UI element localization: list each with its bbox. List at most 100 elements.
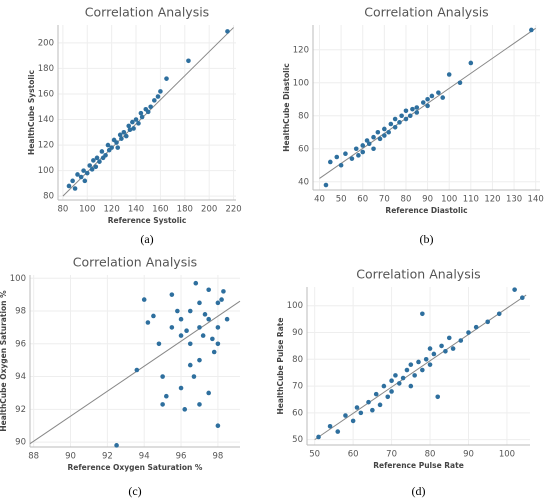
point [193, 280, 199, 286]
point [127, 127, 133, 133]
point [446, 335, 452, 341]
point [427, 346, 433, 351]
point [393, 373, 398, 378]
chart-title: Correlation Analysis [364, 5, 488, 20]
point [529, 27, 534, 33]
point [87, 163, 92, 168]
caption: (c) [128, 484, 141, 498]
point [215, 325, 221, 330]
point [466, 330, 471, 335]
point [66, 183, 72, 189]
point [187, 362, 193, 368]
point [225, 29, 230, 34]
x-tick-label: 92 [102, 452, 113, 462]
y-tick-label: 90 [292, 328, 303, 338]
trend-line [314, 294, 527, 441]
point [215, 300, 221, 306]
x-tick-label: 50 [336, 195, 347, 205]
point [381, 383, 387, 389]
point [364, 138, 370, 143]
point [206, 390, 211, 396]
point [414, 110, 420, 115]
point [425, 96, 430, 102]
y-tick-label: 140 [38, 115, 54, 125]
x-tick-label: 90 [422, 195, 433, 205]
x-axis-label: Reference Diastolic [385, 206, 467, 215]
point [82, 178, 88, 184]
point [202, 312, 208, 317]
point [182, 407, 188, 412]
point [84, 170, 90, 176]
point [187, 341, 193, 347]
point [343, 151, 348, 156]
x-tick-label: 160 [152, 205, 168, 215]
x-axis-label: Reference Oxygen Saturation % [68, 463, 203, 472]
x-tick-label: 90 [65, 452, 76, 462]
point [420, 367, 425, 373]
x-tick-label: 90 [463, 450, 474, 460]
x-tick-label: 100 [441, 195, 457, 205]
point [169, 292, 175, 297]
point [215, 423, 221, 429]
point [184, 328, 189, 333]
point [371, 134, 376, 140]
point [75, 172, 80, 177]
x-tick-label: 120 [484, 195, 500, 205]
point [450, 346, 456, 351]
point [353, 146, 359, 152]
point [160, 402, 165, 407]
point [145, 320, 151, 325]
point [429, 93, 435, 99]
x-axis-label: Reference Pulse Rate [373, 461, 464, 470]
point [354, 405, 360, 410]
point [375, 129, 381, 135]
y-tick-label: 200 [38, 38, 54, 48]
point [334, 154, 340, 160]
point [197, 300, 202, 306]
point [410, 106, 415, 112]
point [414, 105, 420, 110]
point [211, 349, 217, 355]
point [206, 316, 211, 322]
point [136, 121, 141, 126]
x-tick-label: 98 [212, 452, 223, 462]
y-tick-label: 100 [287, 301, 303, 311]
y-tick-label: 70 [292, 382, 303, 392]
point [439, 343, 444, 349]
chart-title: Correlation Analysis [356, 267, 480, 282]
point [138, 110, 144, 116]
point [117, 132, 123, 138]
panel: Correlation Analysis 40 50 60 70 80 90 100 110 12… [282, 5, 544, 246]
y-tick-label: 40 [298, 177, 309, 187]
point [197, 402, 202, 407]
point [396, 381, 402, 386]
point [403, 108, 409, 114]
point [431, 351, 437, 357]
point [412, 373, 417, 378]
point [141, 297, 147, 302]
panel: Correlation Analysis 80 100 120 140 160 180 200… [27, 5, 242, 246]
y-tick-label: 96 [15, 339, 26, 349]
caption: (d) [412, 484, 426, 498]
x-tick-label: 80 [401, 195, 412, 205]
point [389, 378, 394, 384]
point [473, 324, 479, 330]
point [169, 325, 175, 330]
caption: (a) [140, 232, 153, 246]
point [399, 113, 404, 119]
y-tick-label: 100 [38, 166, 54, 176]
point [360, 143, 366, 148]
point [91, 158, 96, 163]
point [224, 316, 230, 322]
point [197, 357, 202, 363]
point [512, 287, 517, 292]
point [423, 357, 429, 362]
point [215, 341, 221, 347]
point [219, 297, 224, 302]
x-tick-label: 60 [348, 450, 359, 460]
point [373, 391, 379, 397]
point [114, 443, 119, 448]
x-tick-label: 60 [357, 195, 368, 205]
x-tick-label: 130 [506, 195, 522, 205]
